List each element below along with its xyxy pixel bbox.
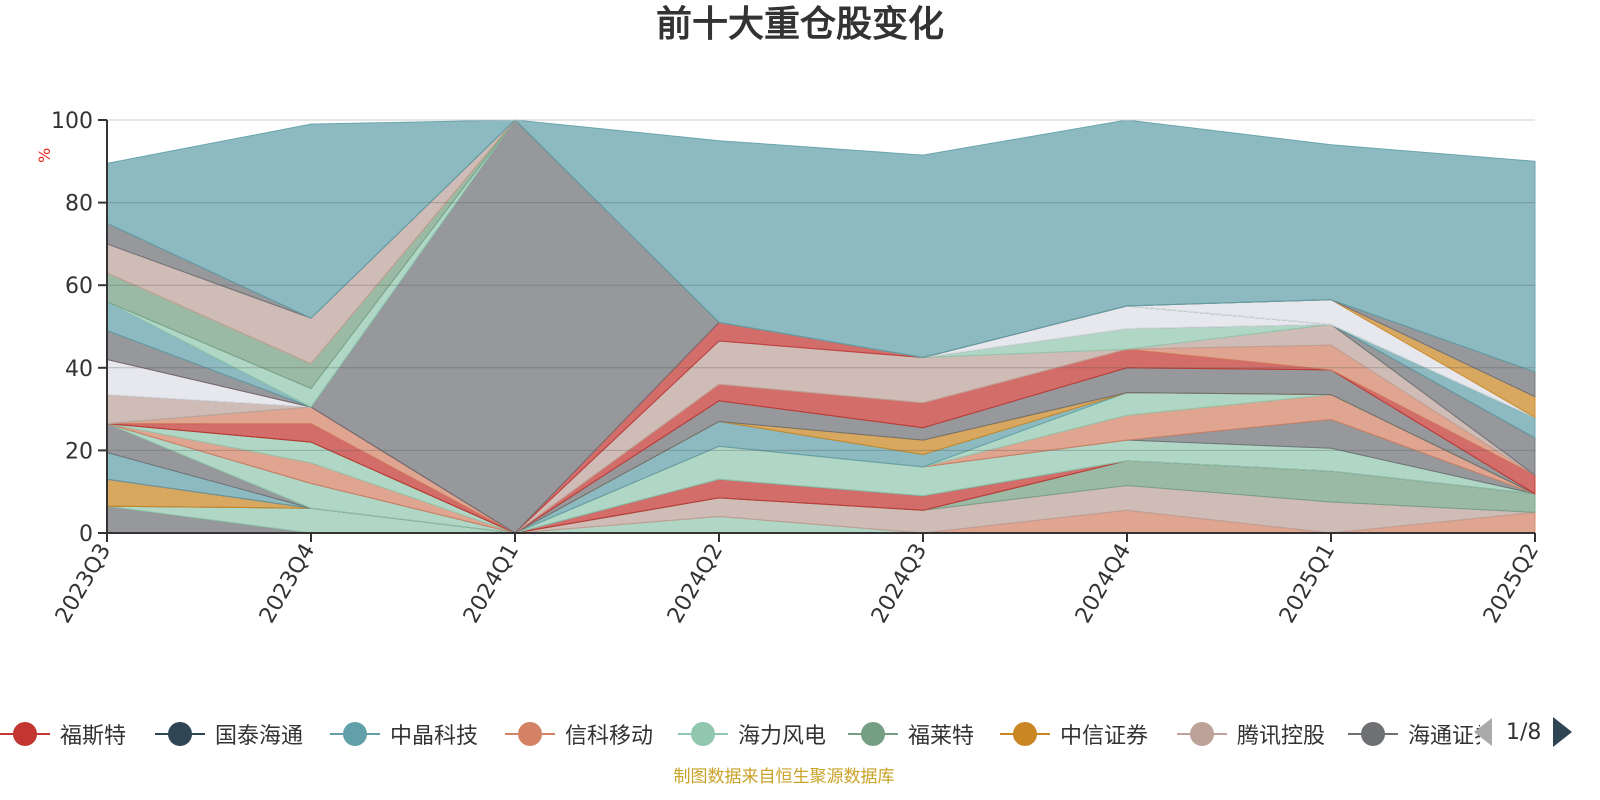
legend-marker-icon: [330, 721, 380, 747]
legend-label: 海力风电: [738, 724, 827, 749]
legend-label: 中信证券: [1060, 724, 1149, 749]
legend-prev-page-icon[interactable]: [1474, 718, 1492, 746]
legend-pager: 1/8: [1470, 712, 1600, 752]
legend-marker-icon: [678, 721, 728, 747]
y-tick-label: 100: [51, 109, 93, 134]
y-tick-label: 20: [65, 439, 93, 464]
x-tick-label: 2023Q3: [51, 540, 116, 628]
legend-item[interactable]: 国泰海通: [155, 714, 303, 754]
legend-item[interactable]: 腾讯控股: [1177, 714, 1325, 754]
x-tick-label: 2024Q3: [867, 540, 932, 628]
x-tick-label: 2024Q4: [1071, 540, 1136, 628]
legend-marker-icon: [1000, 721, 1050, 747]
legend-item[interactable]: 中晶科技: [330, 714, 478, 754]
legend-marker-icon: [0, 721, 50, 747]
legend-marker-icon: [155, 721, 205, 747]
legend-label: 海通证券: [1408, 724, 1480, 749]
y-tick-label: 60: [65, 274, 93, 299]
legend-item[interactable]: 海通证券: [1348, 714, 1480, 754]
x-tick-label: 2025Q1: [1275, 540, 1340, 628]
legend-item[interactable]: 福莱特: [848, 714, 974, 754]
chart-title: 前十大重仓股变化: [655, 4, 944, 45]
y-tick-label: 40: [65, 357, 93, 382]
legend-label: 国泰海通: [215, 724, 304, 749]
legend-label: 福莱特: [908, 724, 975, 749]
x-tick-label: 2023Q4: [255, 540, 320, 628]
area-layer: [106, 119, 1536, 534]
y-tick-label: 0: [79, 522, 93, 547]
legend-next-page-icon[interactable]: [1553, 717, 1573, 747]
legend-label: 福斯特: [60, 724, 127, 749]
source-note: 制图数据来自恒生聚源数据库: [673, 767, 895, 787]
legend-marker-icon: [1348, 721, 1398, 747]
area-series-34[interactable]: [106, 119, 1536, 373]
legend-label: 中晶科技: [390, 724, 479, 749]
legend-item[interactable]: 中信证券: [1000, 714, 1148, 754]
legend-item[interactable]: 福斯特: [0, 714, 126, 754]
x-tick-label: 2024Q1: [459, 540, 524, 628]
legend-label: 信科移动: [565, 724, 654, 749]
legend-page-indicator: 1/8: [1506, 719, 1542, 745]
legend-marker-icon: [848, 721, 898, 747]
legend-marker-icon: [505, 721, 555, 747]
legend-label: 腾讯控股: [1237, 724, 1326, 749]
x-tick-label: 2025Q2: [1479, 540, 1544, 628]
x-tick-label: 2024Q2: [663, 540, 728, 628]
legend-item[interactable]: 海力风电: [678, 714, 826, 754]
y-axis-unit-label: %: [35, 148, 54, 163]
legend-marker-icon: [1177, 721, 1227, 747]
grid-layer: [107, 119, 1535, 451]
y-tick-label: 80: [65, 192, 93, 217]
legend-item[interactable]: 信科移动: [505, 714, 653, 754]
legend: 福斯特 国泰海通 中晶科技 信科移动 海力风电 福莱特 中信证券 腾讯控股 海通证券: [0, 714, 1480, 754]
